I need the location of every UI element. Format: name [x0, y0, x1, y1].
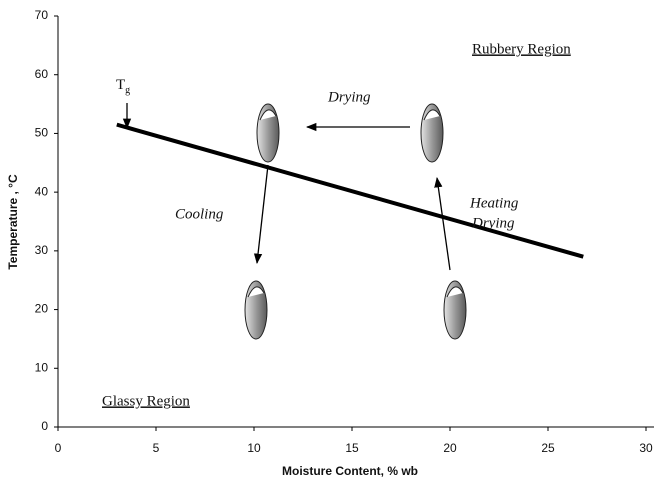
- annotation: Cooling: [175, 206, 224, 222]
- x-tick-label: 20: [443, 441, 457, 455]
- x-tick-label: 10: [247, 441, 261, 455]
- annotation: Heating: [469, 195, 519, 211]
- x-tick-label: 30: [639, 441, 653, 455]
- y-tick-label: 10: [35, 360, 49, 374]
- x-tick-label: 0: [55, 441, 62, 455]
- y-tick-label: 60: [35, 67, 49, 81]
- y-tick-label: 0: [41, 419, 48, 433]
- tg-sub: g: [125, 85, 130, 96]
- x-axis-title: Moisture Content, % wb: [282, 464, 418, 478]
- y-tick-label: 50: [35, 126, 49, 140]
- x-tick-label: 5: [153, 441, 160, 455]
- y-tick-label: 70: [35, 8, 49, 22]
- y-axis-title: Temperature , °C: [6, 174, 20, 270]
- tg-main: T: [116, 77, 125, 93]
- y-tick-label: 20: [35, 302, 49, 316]
- grains: [244, 103, 467, 340]
- x-tick-label: 25: [541, 441, 555, 455]
- arrows: [122, 103, 451, 271]
- annotation: Drying: [471, 215, 515, 231]
- annotation: Glassy Region: [102, 393, 190, 409]
- annotation: Rubbery Region: [472, 41, 571, 57]
- annotation: Drying: [327, 89, 371, 105]
- y-tick-label: 30: [35, 243, 49, 257]
- tg-line: [116, 122, 584, 259]
- x-tick-label: 15: [345, 441, 359, 455]
- y-tick-label: 40: [35, 184, 49, 198]
- tg-label: Tg: [116, 77, 130, 96]
